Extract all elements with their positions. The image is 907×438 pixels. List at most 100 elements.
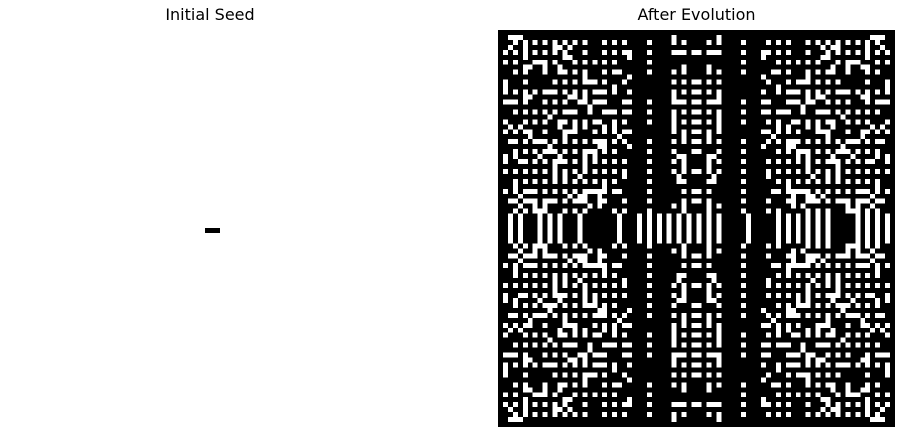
heatmap-cell <box>681 168 687 174</box>
heatmap-cell <box>706 297 712 303</box>
heatmap-cell <box>592 159 598 164</box>
heatmap-cell <box>835 253 841 259</box>
heatmap-cell <box>676 352 682 358</box>
heatmap-cell <box>825 129 831 135</box>
heatmap-cell <box>507 139 513 145</box>
heatmap-cell <box>527 322 533 328</box>
heatmap-cell <box>865 238 871 244</box>
heatmap-cell <box>567 129 573 135</box>
heatmap-cell <box>835 198 841 204</box>
heatmap-cell <box>557 159 563 164</box>
heatmap-cell <box>865 387 871 393</box>
heatmap-cell <box>502 372 508 378</box>
heatmap-cell <box>825 173 831 179</box>
heatmap-cell <box>825 397 831 403</box>
heatmap-cell <box>587 302 593 308</box>
heatmap-cell <box>865 99 871 105</box>
after-evolution-panel: After Evolution <box>498 0 895 438</box>
heatmap-cell <box>646 109 652 115</box>
heatmap-cell <box>646 382 652 388</box>
heatmap-cell <box>741 188 747 194</box>
heatmap-cell <box>785 89 791 95</box>
heatmap-cell <box>825 54 831 60</box>
heatmap-cell <box>741 273 747 279</box>
heatmap-cell <box>567 258 573 264</box>
heatmap-cell <box>716 39 722 45</box>
heatmap-cell <box>706 317 712 323</box>
heatmap-cell <box>716 79 722 85</box>
heatmap-cell <box>532 273 538 279</box>
heatmap-cell <box>612 342 618 348</box>
heatmap-cell <box>507 327 513 333</box>
heatmap-cell <box>790 362 796 368</box>
heatmap-cell <box>612 312 618 318</box>
heatmap-cell <box>795 233 801 239</box>
heatmap-cell <box>860 322 866 328</box>
heatmap-cell <box>830 387 836 393</box>
heatmap-cell <box>875 168 881 174</box>
heatmap-cell <box>805 163 811 169</box>
heatmap-cell <box>761 377 766 383</box>
heatmap-cell <box>691 312 697 318</box>
heatmap-cell <box>532 89 538 95</box>
heatmap-cell <box>582 412 588 418</box>
heatmap-cell <box>562 173 568 179</box>
heatmap-cell <box>855 178 861 184</box>
heatmap-cell <box>681 402 687 408</box>
heatmap-cell <box>622 402 628 408</box>
heatmap-cell <box>517 159 523 164</box>
heatmap-cell <box>795 263 801 269</box>
heatmap-cell <box>557 382 563 388</box>
heatmap-cell <box>681 362 687 368</box>
heatmap-cell <box>795 238 801 244</box>
heatmap-cell <box>646 233 652 239</box>
heatmap-cell <box>542 283 548 289</box>
heatmap-cell <box>716 223 722 229</box>
heatmap-cell <box>696 89 702 95</box>
heatmap-cell <box>671 94 677 100</box>
heatmap-cell <box>825 362 831 368</box>
heatmap-cell <box>885 99 891 105</box>
heatmap-cell <box>885 119 891 125</box>
heatmap-cell <box>810 193 816 199</box>
heatmap-cell <box>522 342 528 348</box>
heatmap-cell <box>711 273 717 279</box>
heatmap-cell <box>880 312 886 318</box>
heatmap-cell <box>572 69 578 75</box>
heatmap-cell <box>805 198 811 204</box>
heatmap-cell <box>592 154 598 160</box>
heatmap-cell <box>622 159 628 164</box>
heatmap-cell <box>860 129 866 135</box>
heatmap-cell <box>706 159 712 164</box>
heatmap-cell <box>681 99 687 105</box>
heatmap-cell <box>885 362 891 368</box>
heatmap-cell <box>567 342 573 348</box>
heatmap-cell <box>547 307 553 313</box>
heatmap-cell <box>681 297 687 303</box>
heatmap-cell <box>532 302 538 308</box>
heatmap-cell <box>855 228 861 234</box>
heatmap-cell <box>542 322 548 328</box>
heatmap-cell <box>627 89 632 95</box>
heatmap-cell <box>671 357 677 363</box>
heatmap-cell <box>775 238 781 244</box>
heatmap-cell <box>885 332 891 338</box>
heatmap-cell <box>602 89 608 95</box>
heatmap-cell <box>805 362 811 368</box>
heatmap-cell <box>646 342 652 348</box>
heatmap-cell <box>562 302 568 308</box>
heatmap-cell <box>646 243 652 249</box>
heatmap-cell <box>825 89 831 95</box>
heatmap-cell <box>671 248 677 254</box>
heatmap-cell <box>557 218 563 224</box>
heatmap-cell <box>741 178 747 184</box>
heatmap-cell <box>775 302 781 308</box>
heatmap-cell <box>671 412 677 418</box>
heatmap-cell <box>517 233 523 239</box>
heatmap-cell <box>532 312 538 318</box>
heatmap-cell <box>830 154 836 160</box>
heatmap-cell <box>552 362 558 368</box>
heatmap-cell <box>875 49 881 55</box>
heatmap-cell <box>547 253 553 259</box>
chart-title: After Evolution <box>637 5 756 24</box>
